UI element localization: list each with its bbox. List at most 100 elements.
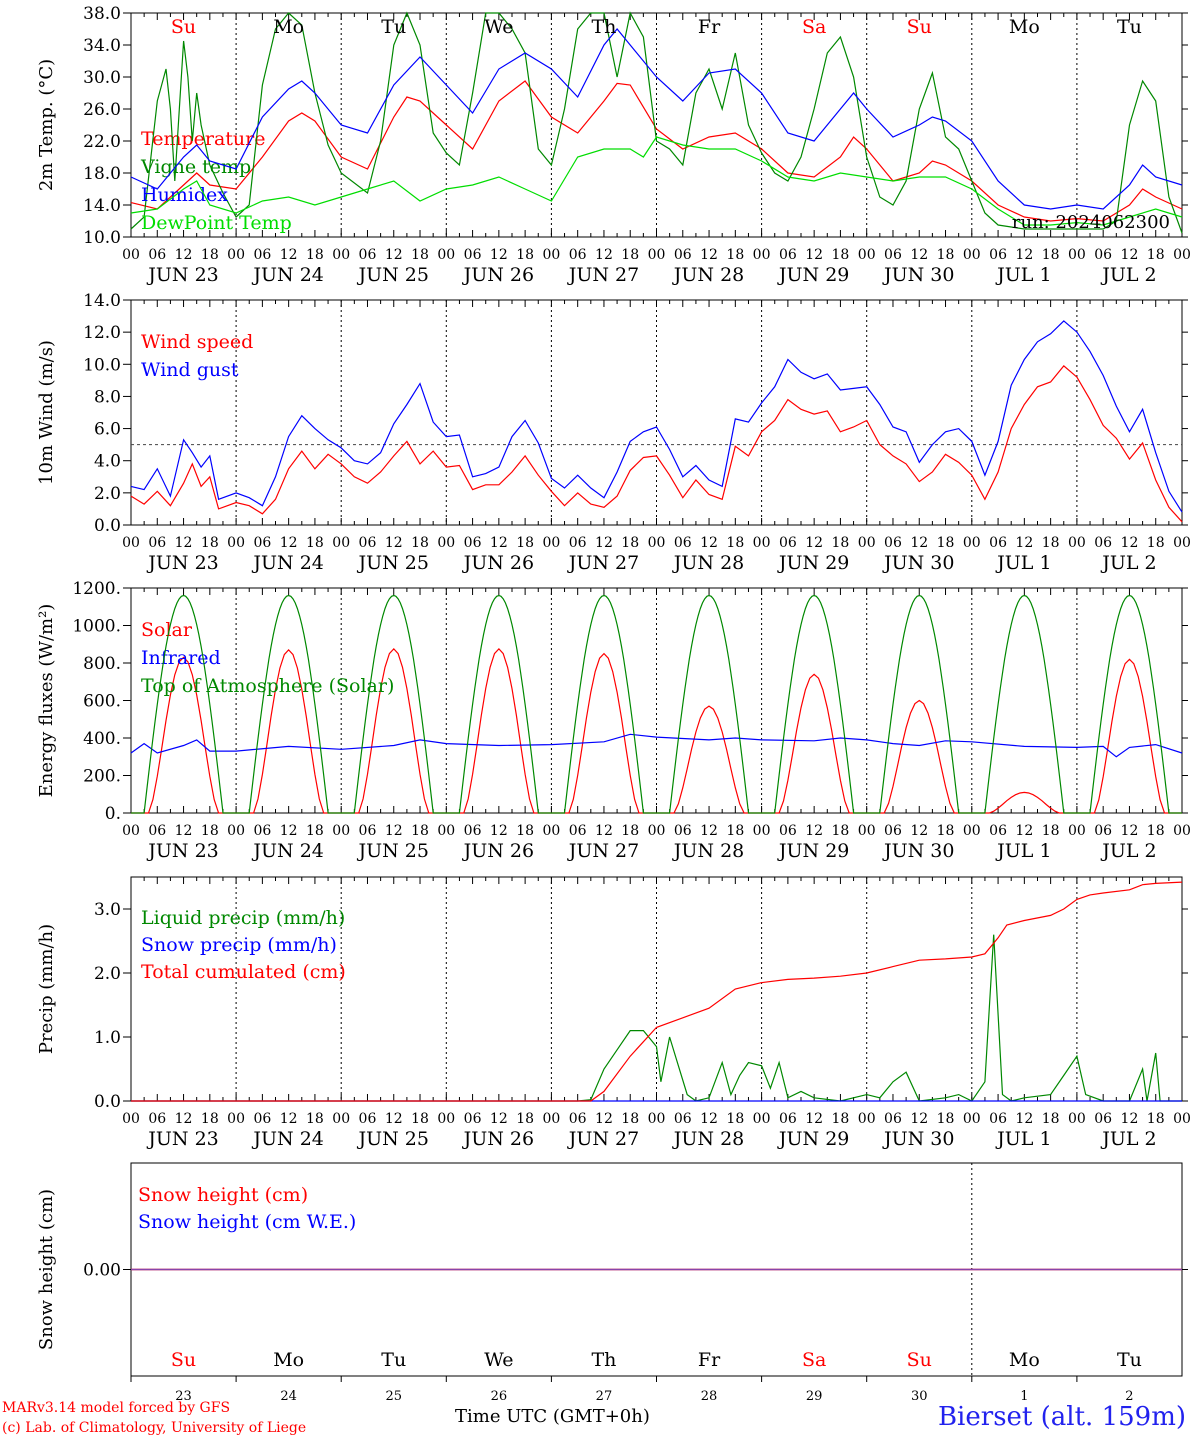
hour-label: 06 [359,535,377,551]
hour-label: 00 [753,247,771,263]
weekday-label-top: We [484,16,513,38]
weekday-label: Mo [273,1349,304,1371]
hour-label: 18 [1147,535,1165,551]
day-label: JUN 24 [251,840,323,862]
y-tick-label: 10.0 [83,228,121,248]
y-tick-label: 1000. [72,617,121,637]
y-tick-label: 30.0 [83,68,121,88]
hour-label: 06 [884,535,902,551]
hour-label: 00 [1068,823,1086,839]
hour-label: 12 [1121,535,1139,551]
weekday-label: Tu [1117,1349,1142,1371]
hour-label: 06 [674,823,692,839]
series-line-dewpoint-temp [130,136,1183,226]
hour-label: 18 [726,823,744,839]
y-tick-label: 0.0 [94,1092,121,1112]
day-number: 1 [1020,1389,1028,1404]
y-tick-label: 2.0 [94,964,121,984]
hour-label: 12 [805,535,823,551]
hour-label: 00 [122,823,140,839]
series-line-wind-speed [130,365,1183,523]
hour-label: 00 [1173,1111,1191,1127]
hour-label: 12 [490,1111,508,1127]
hour-label: 00 [437,247,455,263]
hour-label: 06 [148,247,166,263]
hour-label: 18 [201,823,219,839]
hour-label: 18 [516,823,534,839]
y-tick-label: 400. [83,729,121,749]
series-line-total-cumulated-cm [131,881,1183,1102]
hour-label: 00 [227,1111,245,1127]
y-tick-label: 1.0 [94,1028,121,1048]
day-label: JUN 23 [146,1128,218,1150]
hour-label: 12 [910,823,928,839]
hour-label: 18 [306,247,324,263]
hour-label: 12 [700,247,718,263]
hour-label: 06 [884,1111,902,1127]
hour-label: 12 [280,1111,298,1127]
hour-label: 18 [1042,1111,1060,1127]
run-label: run: 2024062300 [1012,212,1170,233]
hour-label: 18 [201,535,219,551]
hour-label: 18 [937,823,955,839]
series-line-infrared [130,733,1183,758]
hour-label: 00 [1068,1111,1086,1127]
hour-label: 06 [1094,823,1112,839]
day-number: 27 [596,1389,613,1404]
hour-label: 12 [1121,823,1139,839]
hour-label: 06 [1094,1111,1112,1127]
hour-label: 18 [621,247,639,263]
day-label: JUN 29 [777,264,849,286]
hour-label: 12 [1015,823,1033,839]
hour-label: 12 [595,823,613,839]
day-number: 25 [385,1389,402,1404]
hour-label: 06 [989,247,1007,263]
y-tick-label: 8.0 [94,387,121,407]
hour-label: 06 [989,535,1007,551]
day-label: JUN 28 [672,552,744,574]
hour-label: 00 [122,535,140,551]
hour-label: 18 [726,535,744,551]
hour-label: 18 [306,823,324,839]
y-tick-label: 800. [83,654,121,674]
y-tick-label: 38.0 [83,4,121,24]
legend-snow-height-cm-w-e: Snow height (cm W.E.) [138,1211,356,1233]
hour-label: 12 [595,535,613,551]
hour-label: 00 [332,1111,350,1127]
day-label: JUN 26 [462,840,534,862]
hour-label: 06 [779,535,797,551]
day-label: JUN 29 [777,1128,849,1150]
hour-label: 00 [753,823,771,839]
weekday-label-top: Su [171,16,196,38]
day-label: JUN 28 [672,840,744,862]
hour-label: 00 [437,535,455,551]
hour-label: 00 [858,823,876,839]
hour-label: 00 [753,535,771,551]
legend-top-of-atmosphere-solar: Top of Atmosphere (Solar) [141,675,394,697]
hour-label: 18 [621,1111,639,1127]
hour-label: 06 [464,823,482,839]
day-label: JUN 25 [357,264,429,286]
day-label: JUL 1 [995,1128,1051,1150]
day-label: JUN 25 [357,840,429,862]
day-label: JUN 27 [567,1128,639,1150]
day-label: JUL 1 [995,840,1051,862]
day-label: JUN 23 [146,840,218,862]
hour-label: 00 [227,535,245,551]
hour-label: 00 [648,1111,666,1127]
weekday-label: Fr [698,1349,721,1371]
hour-label: 06 [884,247,902,263]
hour-label: 06 [464,535,482,551]
series-line-wind-gust [130,320,1183,513]
hour-label: 00 [753,1111,771,1127]
legend-infrared: Infrared [141,647,221,669]
hour-label: 12 [595,247,613,263]
hour-label: 12 [175,247,193,263]
day-label: JUL 2 [1100,552,1156,574]
weekday-label-top: Th [591,16,616,38]
hour-label: 18 [832,247,850,263]
hour-label: 06 [464,1111,482,1127]
hour-label: 18 [411,823,429,839]
hour-label: 06 [359,823,377,839]
